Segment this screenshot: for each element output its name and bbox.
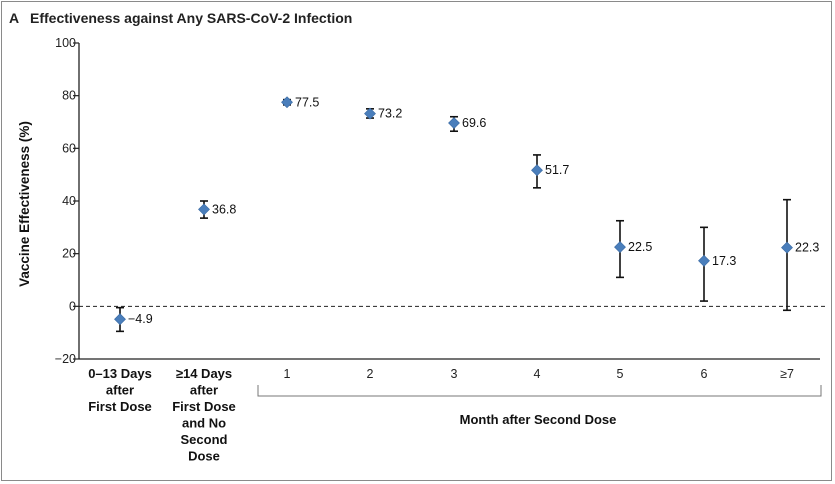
- x-category-label: 5: [617, 367, 624, 381]
- data-value-label: 77.5: [295, 95, 319, 109]
- axes: −20 0 20 40 60 80 100 Vaccine Effectiveness (%)…: [17, 36, 828, 464]
- x-category-label: 1: [284, 367, 291, 381]
- data-markers: [114, 96, 793, 326]
- y-tick-label: 0: [69, 299, 76, 313]
- x-category-label: 3: [451, 367, 458, 381]
- chart-title: A Effectiveness against Any SARS-CoV-2 I…: [9, 10, 352, 26]
- data-value-label: 22.3: [795, 241, 819, 255]
- y-tick-label: −20: [55, 352, 76, 366]
- data-value-label: 22.5: [628, 240, 652, 254]
- x-category-label: ≥14 Days after First Dose and No Second Dose: [172, 366, 236, 464]
- x-group-label: Month after Second Dose: [460, 412, 617, 427]
- data-value-label: −4.9: [128, 312, 153, 326]
- x-category-label: 6: [701, 367, 708, 381]
- x-category-label: ≥7: [780, 367, 794, 381]
- data-point-diamond: [198, 203, 210, 216]
- x-category-label: 0–13 Days after First Dose: [88, 366, 152, 414]
- data-point-diamond: [614, 241, 626, 254]
- data-labels: −4.9 36.8 77.5 73.2 69.6 51.7 22.5 17.3 22.3: [128, 95, 819, 326]
- data-value-label: 73.2: [378, 107, 402, 121]
- data-point-diamond: [781, 241, 793, 254]
- data-point-diamond: [114, 313, 126, 326]
- data-point-diamond: [531, 164, 543, 177]
- data-point-diamond: [364, 107, 376, 120]
- data-value-label: 69.6: [462, 116, 486, 130]
- data-point-diamond: [281, 96, 293, 109]
- y-tick-label: 100: [55, 36, 76, 50]
- y-axis-title: Vaccine Effectiveness (%): [17, 121, 32, 287]
- y-tick-label: 60: [62, 141, 76, 155]
- y-tick-label: 80: [62, 89, 76, 103]
- data-point-diamond: [698, 254, 710, 267]
- data-value-label: 51.7: [545, 163, 569, 177]
- data-value-label: 17.3: [712, 254, 736, 268]
- data-point-diamond: [448, 117, 460, 129]
- y-tick-label: 40: [62, 194, 76, 208]
- x-category-label: 4: [534, 367, 541, 381]
- y-tick-label: 20: [62, 247, 76, 261]
- chart-title-text: Effectiveness against Any SARS-CoV-2 Inf…: [30, 10, 353, 26]
- month-group-bracket: [257, 385, 822, 397]
- x-category-label: 2: [367, 367, 374, 381]
- panel-letter: A: [9, 10, 20, 26]
- data-value-label: 36.8: [212, 202, 236, 216]
